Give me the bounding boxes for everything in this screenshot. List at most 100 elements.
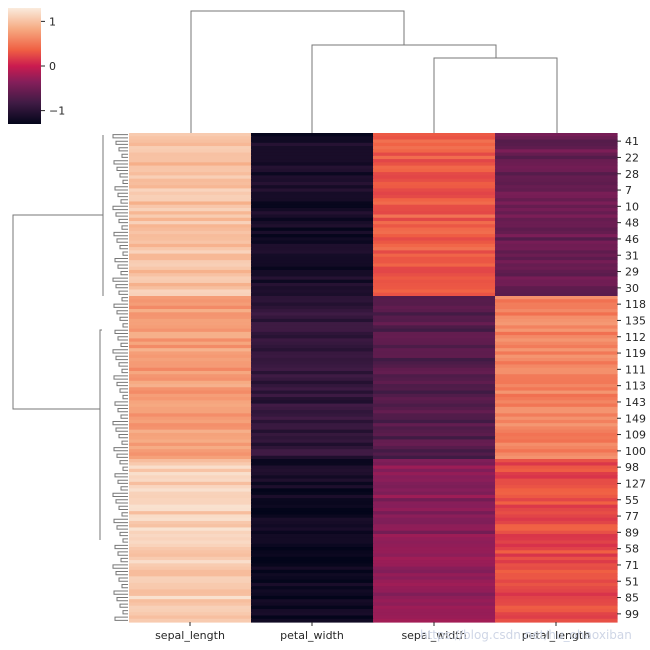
heatmap-cell — [129, 520, 252, 525]
heatmap-cell — [373, 240, 496, 245]
heatmap-cell — [129, 224, 252, 229]
heatmap-cell — [495, 139, 618, 144]
row-dendrogram-leaf — [118, 218, 128, 224]
heatmap-cell — [373, 273, 496, 278]
heatmap-cell — [373, 325, 496, 330]
heatmap-cell — [373, 468, 496, 473]
heatmap-cell — [129, 468, 252, 473]
heatmap-cell — [495, 227, 618, 232]
row-tick-label: 28 — [625, 168, 639, 181]
heatmap-cell — [251, 566, 374, 571]
heatmap-cell — [129, 136, 252, 141]
heatmap-cell — [129, 165, 252, 170]
heatmap-cell — [251, 397, 374, 401]
heatmap-cell — [495, 234, 618, 238]
heatmap-cell — [129, 595, 252, 600]
row-tick-label: 85 — [625, 592, 639, 605]
row-tick-label: 113 — [625, 380, 646, 393]
heatmap-cell — [495, 207, 618, 212]
heatmap-cell — [251, 273, 374, 278]
row-dendrogram-leaf — [119, 245, 128, 250]
heatmap-cell — [129, 560, 252, 564]
heatmap-cell — [495, 566, 618, 571]
heatmap-cell — [251, 537, 374, 542]
row-dendrogram-leaf — [121, 368, 128, 374]
heatmap-cell — [251, 374, 374, 379]
row-dendrogram-leaf — [122, 610, 128, 615]
row-tick-label: 30 — [625, 282, 639, 295]
heatmap-cell — [129, 207, 252, 212]
heatmap-cell — [129, 237, 252, 242]
heatmap-cell — [129, 380, 252, 385]
row-dendrogram-leaf — [118, 434, 128, 439]
heatmap-cell — [129, 599, 252, 604]
heatmap-cell — [129, 423, 252, 427]
heatmap-cell — [251, 413, 374, 418]
heatmap-cell — [495, 224, 618, 229]
row-tick-label: 109 — [625, 429, 646, 442]
heatmap-cell — [495, 511, 618, 516]
heatmap-cell — [373, 217, 496, 222]
row-dendrogram-leaf — [120, 486, 128, 491]
row-tick-label: 71 — [625, 559, 639, 572]
heatmap-cell — [373, 481, 496, 486]
row-dendrogram-leaf — [114, 401, 128, 406]
row-dendrogram-leaf — [119, 603, 128, 608]
heatmap-cell — [373, 302, 496, 307]
heatmap-cell — [495, 602, 618, 607]
heatmap-cell — [251, 354, 374, 359]
row-dendrogram-leaf — [116, 453, 128, 458]
heatmap-cell — [251, 289, 374, 294]
heatmap-cell — [373, 181, 496, 186]
row-tick-label: 111 — [625, 363, 646, 376]
heatmap-cell — [129, 221, 252, 225]
heatmap-cell — [251, 452, 374, 457]
heatmap-cell — [495, 338, 618, 343]
heatmap-cell — [129, 462, 252, 467]
heatmap-cell — [495, 472, 618, 476]
heatmap-cell — [251, 201, 374, 206]
heatmap-cell — [129, 364, 252, 369]
heatmap-cell — [129, 377, 252, 382]
heatmap-cell — [129, 256, 252, 261]
heatmap-cell — [251, 550, 374, 555]
heatmap-cell — [251, 481, 374, 486]
row-dendrogram-leaf — [121, 584, 128, 589]
heatmap-cell — [129, 384, 252, 388]
heatmap-cell — [495, 560, 618, 564]
heatmap-cell — [495, 579, 618, 584]
heatmap-cell — [495, 214, 618, 219]
heatmap-cell — [251, 325, 374, 330]
row-dendrogram-leaf — [115, 571, 128, 576]
heatmap-cell — [495, 269, 618, 274]
heatmap-cell — [251, 543, 374, 548]
heatmap-cell — [373, 146, 496, 150]
heatmap-cell — [251, 592, 374, 597]
heatmap-cell — [495, 452, 618, 457]
heatmap-cell — [495, 439, 618, 444]
heatmap-cell — [251, 618, 374, 623]
heatmap-cell — [129, 370, 252, 375]
heatmap-cell — [251, 520, 374, 525]
row-dendrogram-leaf — [112, 564, 128, 569]
heatmap-cell — [129, 504, 252, 509]
heatmap-cell — [373, 269, 496, 274]
heatmap-cell — [495, 351, 618, 356]
heatmap-cell — [373, 472, 496, 476]
heatmap-cell — [251, 380, 374, 385]
heatmap-cell — [495, 367, 618, 372]
row-dendrogram-leaf — [122, 466, 128, 471]
row-tick-label: 127 — [625, 477, 646, 490]
heatmap-cell — [251, 315, 374, 320]
heatmap-cell — [495, 543, 618, 548]
heatmap-cell — [373, 449, 496, 454]
heatmap-cell — [251, 527, 374, 532]
heatmap-cell — [373, 524, 496, 529]
heatmap-cell — [129, 139, 252, 144]
heatmap-cell — [251, 485, 374, 489]
heatmap-cell — [495, 282, 618, 287]
heatmap-cell — [495, 162, 618, 167]
heatmap-cell — [251, 511, 374, 516]
heatmap-cell — [251, 530, 374, 535]
heatmap-cell — [373, 185, 496, 190]
